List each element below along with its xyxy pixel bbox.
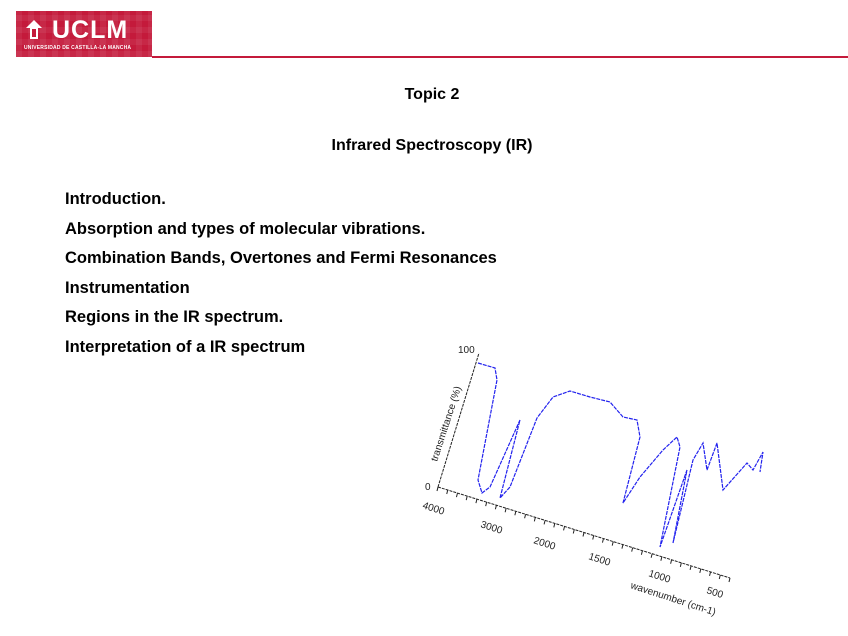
- x-tick-mark: [670, 559, 673, 564]
- y-tick-label: 0: [425, 482, 431, 493]
- x-tick-mark: [709, 571, 712, 577]
- x-tick-mark: [699, 568, 702, 574]
- x-tick-marks: [436, 486, 731, 583]
- spectrum-line: [477, 362, 764, 548]
- list-item: Interpretation of a IR spectrum: [65, 337, 306, 356]
- x-tick-mark: [446, 489, 449, 495]
- x-tick-label: 1000: [647, 568, 672, 585]
- list-item: Instrumentation: [65, 278, 190, 297]
- y-tick-label: 100: [458, 345, 475, 356]
- x-tick-mark: [504, 508, 507, 513]
- x-tick-mark: [640, 550, 643, 555]
- x-tick-mark: [679, 562, 682, 567]
- x-tick-mark: [611, 541, 614, 546]
- x-tick-mark: [533, 517, 536, 522]
- x-tick-mark: [728, 577, 731, 583]
- x-tick-mark: [436, 486, 439, 492]
- x-tick-label: 2000: [532, 535, 557, 552]
- x-tick-label: 500: [705, 585, 725, 601]
- x-tick-mark: [650, 553, 653, 558]
- slide-subtitle: Infrared Spectroscopy (IR): [331, 137, 533, 154]
- x-tick-mark: [524, 514, 527, 519]
- list-item: Introduction.: [65, 190, 166, 208]
- list-item: Absorption and types of molecular vibrat…: [65, 219, 426, 238]
- y-axis: [437, 352, 480, 488]
- x-tick-mark: [592, 535, 595, 540]
- x-tick-mark: [563, 526, 566, 531]
- logo-subtext: UNIVERSIDAD DE CASTILLA-LA MANCHA: [24, 45, 132, 51]
- y-axis-label: transmittance (%): [429, 385, 464, 463]
- x-tick-label: 1500: [587, 551, 612, 568]
- x-tick-mark: [689, 565, 692, 570]
- x-tick-mark: [465, 495, 468, 501]
- x-tick-mark: [631, 547, 634, 552]
- topic-title: Topic 2: [404, 86, 460, 103]
- x-tick-mark: [485, 502, 488, 507]
- x-tick-mark: [543, 520, 546, 525]
- x-tick-mark: [572, 529, 575, 534]
- x-tick-mark: [660, 556, 663, 561]
- x-axis-label: wavenumber (cm-1): [628, 580, 717, 618]
- x-tick-mark: [475, 499, 478, 504]
- x-tick-mark: [582, 532, 585, 537]
- x-tick-label: 3000: [479, 519, 504, 536]
- topic-list: Introduction. Absorption and types of mo…: [65, 189, 497, 367]
- header-rule: [152, 56, 848, 58]
- list-item: Combination Bands, Overtones and Fermi R…: [65, 249, 497, 268]
- x-tick-mark: [514, 511, 517, 516]
- emblem-icon: [26, 20, 42, 39]
- logo-wordmark: UCLM: [52, 16, 129, 44]
- x-tick-mark: [553, 523, 556, 528]
- x-tick-mark: [494, 505, 497, 510]
- x-tick-mark: [455, 492, 458, 498]
- x-tick-mark: [718, 574, 721, 580]
- x-tick-mark: [621, 544, 624, 549]
- uclm-logo: UCLM UNIVERSIDAD DE CASTILLA-LA MANCHA: [16, 11, 152, 57]
- list-item: Regions in the IR spectrum.: [65, 308, 284, 327]
- x-tick-label: 4000: [421, 500, 446, 517]
- x-tick-mark: [601, 538, 604, 543]
